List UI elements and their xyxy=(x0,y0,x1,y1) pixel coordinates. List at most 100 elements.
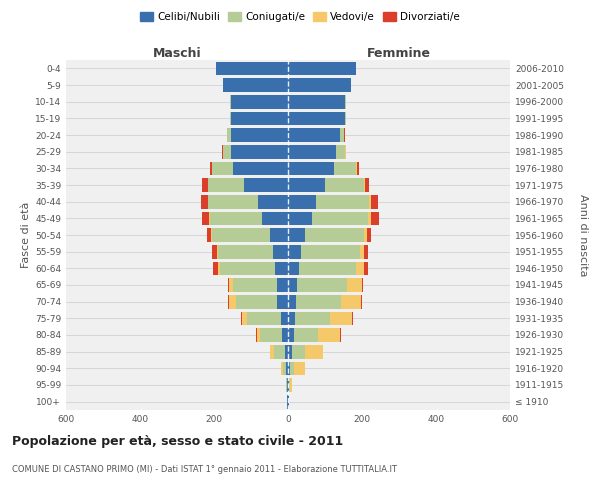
Bar xyxy=(288,328,293,342)
Bar xyxy=(260,328,283,342)
Bar xyxy=(287,395,288,408)
Bar xyxy=(290,362,294,375)
Bar xyxy=(230,128,288,142)
Bar xyxy=(223,145,230,158)
Bar xyxy=(277,278,288,292)
Bar xyxy=(281,312,288,325)
Bar xyxy=(216,62,288,75)
Bar xyxy=(325,178,364,192)
Bar xyxy=(288,162,334,175)
Bar xyxy=(357,162,359,175)
Bar xyxy=(230,112,288,125)
Bar xyxy=(228,295,229,308)
Bar xyxy=(317,328,340,342)
Text: Maschi: Maschi xyxy=(152,47,202,60)
Bar xyxy=(244,178,288,192)
Bar xyxy=(288,95,346,108)
Bar xyxy=(288,312,295,325)
Bar xyxy=(211,212,262,225)
Bar xyxy=(208,178,244,192)
Bar xyxy=(336,145,346,158)
Bar xyxy=(286,362,288,375)
Bar xyxy=(288,128,340,142)
Bar xyxy=(229,295,236,308)
Bar xyxy=(301,245,360,258)
Bar xyxy=(365,178,370,192)
Bar xyxy=(288,345,292,358)
Bar xyxy=(340,328,341,342)
Bar xyxy=(364,178,365,192)
Bar xyxy=(207,228,211,242)
Bar xyxy=(283,362,286,375)
Bar xyxy=(312,212,368,225)
Bar xyxy=(247,312,281,325)
Bar xyxy=(213,262,218,275)
Bar xyxy=(295,312,330,325)
Bar xyxy=(220,262,275,275)
Bar xyxy=(316,195,370,208)
Bar xyxy=(305,345,323,358)
Bar xyxy=(288,62,356,75)
Bar xyxy=(299,262,356,275)
Bar xyxy=(262,212,288,225)
Bar xyxy=(305,228,364,242)
Bar xyxy=(211,228,212,242)
Bar xyxy=(364,262,368,275)
Bar xyxy=(257,328,260,342)
Bar xyxy=(269,228,288,242)
Bar xyxy=(212,162,233,175)
Bar xyxy=(283,328,288,342)
Bar xyxy=(340,128,344,142)
Bar xyxy=(367,228,371,242)
Bar xyxy=(288,262,299,275)
Bar xyxy=(368,212,371,225)
Bar xyxy=(277,295,288,308)
Bar xyxy=(370,195,371,208)
Y-axis label: Anni di nascita: Anni di nascita xyxy=(578,194,588,276)
Bar xyxy=(288,212,312,225)
Bar xyxy=(230,95,288,108)
Bar xyxy=(230,145,288,158)
Bar xyxy=(232,278,277,292)
Bar xyxy=(229,278,233,292)
Bar xyxy=(288,112,346,125)
Bar xyxy=(256,328,257,342)
Bar xyxy=(334,162,356,175)
Bar xyxy=(361,295,362,308)
Bar xyxy=(285,345,288,358)
Bar xyxy=(290,378,292,392)
Bar xyxy=(288,295,296,308)
Bar xyxy=(288,278,297,292)
Bar xyxy=(287,378,288,392)
Bar xyxy=(202,178,208,192)
Bar xyxy=(297,278,347,292)
Bar xyxy=(360,245,364,258)
Bar xyxy=(242,312,247,325)
Bar xyxy=(288,195,316,208)
Bar xyxy=(208,195,259,208)
Bar xyxy=(364,228,367,242)
Text: COMUNE DI CASTANO PRIMO (MI) - Dati ISTAT 1° gennaio 2011 - Elaborazione TUTTITA: COMUNE DI CASTANO PRIMO (MI) - Dati ISTA… xyxy=(12,465,397,474)
Bar xyxy=(288,395,289,408)
Text: Femmine: Femmine xyxy=(367,47,431,60)
Bar xyxy=(356,162,357,175)
Bar xyxy=(330,312,352,325)
Bar xyxy=(217,245,218,258)
Bar xyxy=(227,128,230,142)
Bar xyxy=(270,345,274,358)
Bar xyxy=(241,312,242,325)
Bar xyxy=(212,228,269,242)
Bar xyxy=(288,78,351,92)
Bar xyxy=(223,78,288,92)
Bar xyxy=(286,378,287,392)
Bar xyxy=(356,262,364,275)
Bar xyxy=(201,195,208,208)
Bar xyxy=(347,278,362,292)
Bar xyxy=(364,245,368,258)
Bar xyxy=(288,362,290,375)
Bar xyxy=(293,328,317,342)
Bar xyxy=(294,362,305,375)
Bar xyxy=(371,195,378,208)
Bar xyxy=(236,295,277,308)
Bar xyxy=(222,145,223,158)
